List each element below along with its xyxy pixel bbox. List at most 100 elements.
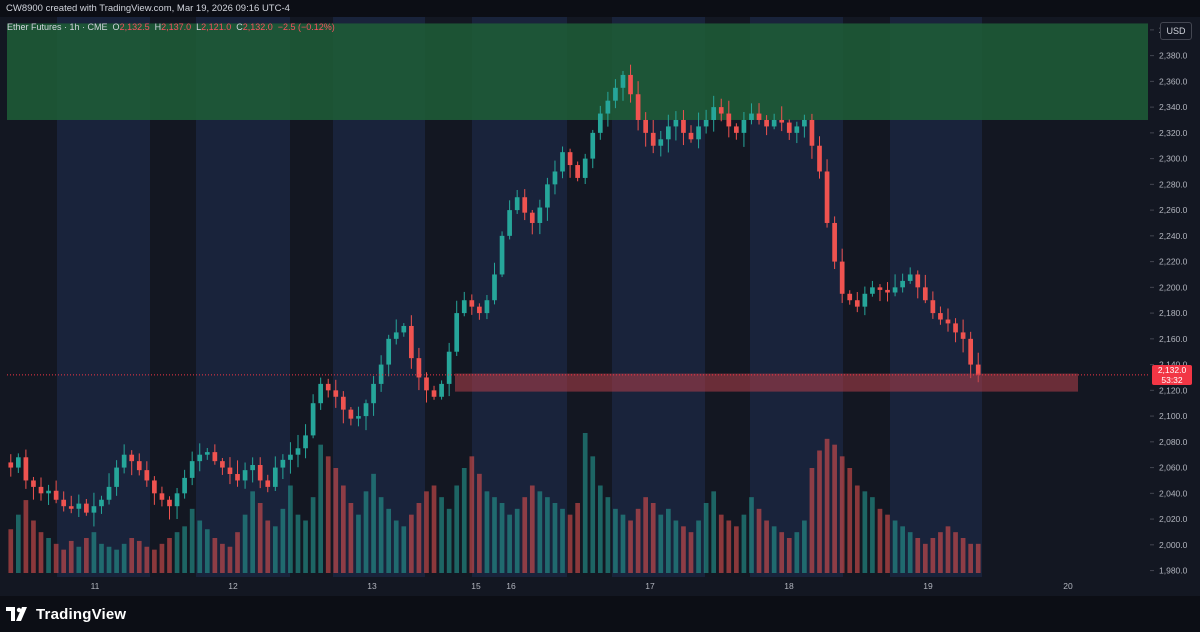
price-tick-label-5: 2,080.0	[1159, 437, 1188, 447]
volume-bar-96	[734, 526, 739, 573]
currency-button[interactable]: USD	[1160, 22, 1192, 40]
candle-body-52	[401, 325, 407, 333]
tradingview-logo-icon	[6, 607, 27, 621]
candle-body-104	[794, 126, 800, 133]
volume-bar-0	[8, 529, 14, 573]
volume-bar-12	[99, 543, 104, 573]
time-tick-label-4: 16	[506, 581, 516, 591]
candle-body-34	[265, 480, 271, 487]
candle-body-85	[650, 132, 656, 146]
volume-bar-9	[76, 546, 82, 573]
candle-body-105	[802, 119, 807, 127]
candle-body-114	[870, 287, 875, 294]
volume-bar-7	[61, 549, 67, 573]
volume-bar-69	[529, 485, 535, 573]
candle-body-44	[340, 396, 346, 410]
candle-body-73	[560, 152, 565, 172]
candle-body-100	[764, 119, 769, 127]
volume-bar-24	[189, 508, 195, 573]
candle-body-4	[38, 486, 44, 494]
candle-body-43	[333, 390, 339, 397]
candle-body-57	[439, 383, 444, 397]
volume-bar-123	[938, 532, 943, 573]
volume-bar-109	[832, 444, 837, 573]
candle-body-93	[711, 107, 717, 120]
candle-body-31	[242, 470, 248, 481]
candle-body-116	[885, 289, 890, 293]
volume-bar-23	[182, 526, 187, 573]
volume-bar-127	[968, 543, 974, 573]
open-value: 2,132.5	[119, 22, 150, 32]
candle-body-7	[61, 499, 67, 507]
demand-zone	[455, 373, 1078, 392]
candle-body-120	[915, 274, 921, 288]
volume-bar-59	[454, 485, 460, 573]
tradingview-logo[interactable]: TradingView	[6, 606, 126, 623]
candle-body-40	[310, 403, 316, 436]
volume-bar-113	[862, 491, 868, 573]
candle-body-66	[507, 210, 512, 236]
volume-bar-82	[628, 520, 633, 573]
candle-body-102	[779, 119, 785, 123]
price-tick-label-20: 2,380.0	[1159, 51, 1188, 61]
volume-bar-26	[204, 529, 210, 573]
candle-body-94	[718, 107, 724, 114]
candle-body-123	[938, 313, 943, 320]
volume-bar-18	[144, 546, 150, 573]
volume-bar-112	[854, 485, 860, 573]
attribution-text: CW8900 created with TradingView.com, Mar…	[6, 3, 290, 14]
time-tick-label-0: 11	[91, 581, 100, 591]
candle-body-115	[877, 287, 883, 290]
candle-body-74	[567, 152, 573, 166]
price-axis-bg	[1150, 17, 1200, 577]
candle-body-107	[817, 145, 822, 172]
price-tick-label-8: 2,140.0	[1159, 360, 1188, 370]
volume-bar-67	[514, 508, 520, 573]
volume-bar-38	[295, 514, 301, 573]
volume-bar-78	[597, 485, 603, 573]
volume-bar-79	[605, 497, 611, 573]
candle-body-23	[182, 477, 187, 494]
price-tick-label-11: 2,200.0	[1159, 282, 1188, 292]
volume-bar-44	[340, 485, 346, 573]
candle-body-67	[514, 197, 520, 211]
volume-bar-45	[348, 503, 354, 573]
price-tick-label-3: 2,040.0	[1159, 488, 1188, 498]
volume-bar-50	[386, 508, 392, 573]
volume-bar-72	[552, 503, 558, 573]
volume-bar-58	[446, 508, 452, 573]
candle-body-50	[386, 338, 392, 365]
candle-body-86	[658, 139, 664, 146]
volume-bar-83	[635, 508, 641, 573]
volume-bar-56	[431, 485, 437, 573]
candle-body-0	[8, 462, 14, 468]
volume-bar-119	[907, 532, 913, 573]
volume-bar-54	[416, 503, 422, 573]
candle-body-118	[900, 280, 905, 288]
volume-bar-104	[794, 532, 800, 573]
candle-body-121	[922, 287, 928, 301]
volume-bar-29	[227, 546, 233, 573]
volume-bar-93	[711, 491, 717, 573]
volume-bar-73	[560, 508, 565, 573]
close-value: 2,132.0	[242, 22, 273, 32]
candle-body-33	[257, 465, 263, 481]
price-chart[interactable]: 1,980.0 2,000.0 2,020.0 2,040.0 2,060.0 2,080…	[0, 17, 1200, 596]
time-tick-label-3: 15	[471, 581, 481, 591]
candle-body-69	[529, 212, 535, 223]
candle-body-122	[930, 300, 936, 314]
candle-body-3	[31, 480, 36, 487]
volume-bar-120	[915, 538, 921, 573]
candle-body-46	[356, 416, 361, 419]
volume-bar-99	[756, 508, 762, 573]
volume-bar-65	[499, 503, 505, 573]
volume-bar-75	[575, 503, 580, 573]
price-tick-label-1: 2,000.0	[1159, 540, 1188, 550]
volume-bar-25	[197, 520, 203, 573]
candle-body-79	[605, 100, 611, 114]
symbol-legend: Ether Futures · 1h · CME O2,132.5 H2,137…	[7, 22, 335, 32]
volume-bar-80	[613, 508, 618, 573]
volume-bar-52	[401, 526, 407, 573]
volume-bar-92	[703, 503, 709, 573]
volume-bar-98	[749, 497, 754, 573]
